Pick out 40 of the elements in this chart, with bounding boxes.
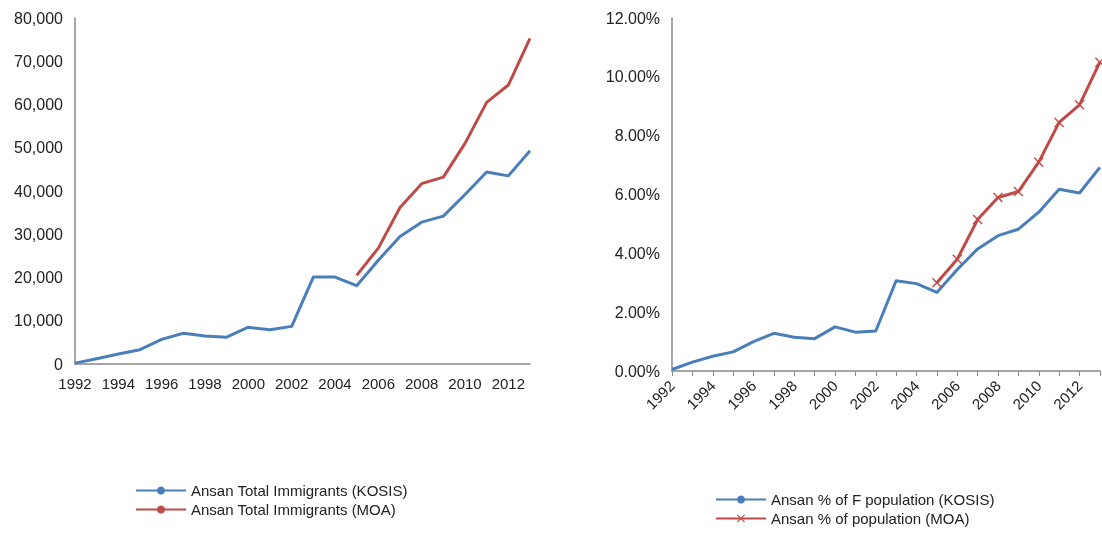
x-tick-label: 2010 — [448, 375, 482, 392]
y-tick-label: 4.00% — [614, 244, 660, 262]
legend-label: Ansan Total Immigrants (KOSIS) — [191, 482, 408, 499]
x-tick-label: 2012 — [491, 375, 526, 392]
legend-label: Ansan % of population (MOA) — [771, 510, 970, 527]
point — [1013, 186, 1024, 197]
x-tick-label: 2008 — [404, 375, 439, 392]
y-tick-label: 10.00% — [605, 68, 660, 86]
x-tick-label: 2006 — [361, 375, 396, 392]
x-tick-label: 1992 — [58, 375, 92, 392]
x-tick-label: 2002 — [274, 375, 309, 392]
x-tick-label: 1994 — [101, 375, 136, 392]
y-tick-label: 0 — [54, 355, 64, 373]
y-tick-label: 10,000 — [14, 312, 64, 330]
point — [1054, 117, 1065, 128]
x-tick-label: 1998 — [188, 375, 222, 392]
y-tick-label: 60,000 — [14, 96, 64, 113]
x-tick-label: 1996 — [144, 375, 179, 392]
legend-label: Ansan % of F population (KOSIS) — [771, 491, 995, 508]
y-tick-label: 70,000 — [14, 52, 64, 70]
y-tick-label: 8.00% — [614, 127, 660, 145]
y-tick-label: 30,000 — [14, 225, 64, 243]
point — [952, 254, 963, 265]
legend-label: Ansan Total Immigrants (MOA) — [191, 501, 396, 518]
point — [972, 214, 983, 225]
y-tick-label: 12.00% — [605, 9, 660, 27]
point — [993, 192, 1003, 203]
point — [1033, 157, 1044, 168]
x-tick-label: 2004 — [318, 375, 352, 392]
point — [931, 277, 942, 288]
x-tick-label: 2000 — [231, 375, 266, 392]
y-tick-label: 80,000 — [14, 9, 64, 27]
y-tick-label: 40,000 — [14, 182, 64, 200]
y-tick-label: 20,000 — [14, 269, 64, 286]
y-tick-label: 6.00% — [614, 186, 660, 203]
y-tick-label: 2.00% — [614, 303, 660, 321]
y-tick-label: 50,000 — [14, 139, 64, 157]
y-tick-label: 0.00% — [614, 362, 660, 380]
line-series — [355, 36, 532, 277]
point — [1074, 99, 1085, 110]
